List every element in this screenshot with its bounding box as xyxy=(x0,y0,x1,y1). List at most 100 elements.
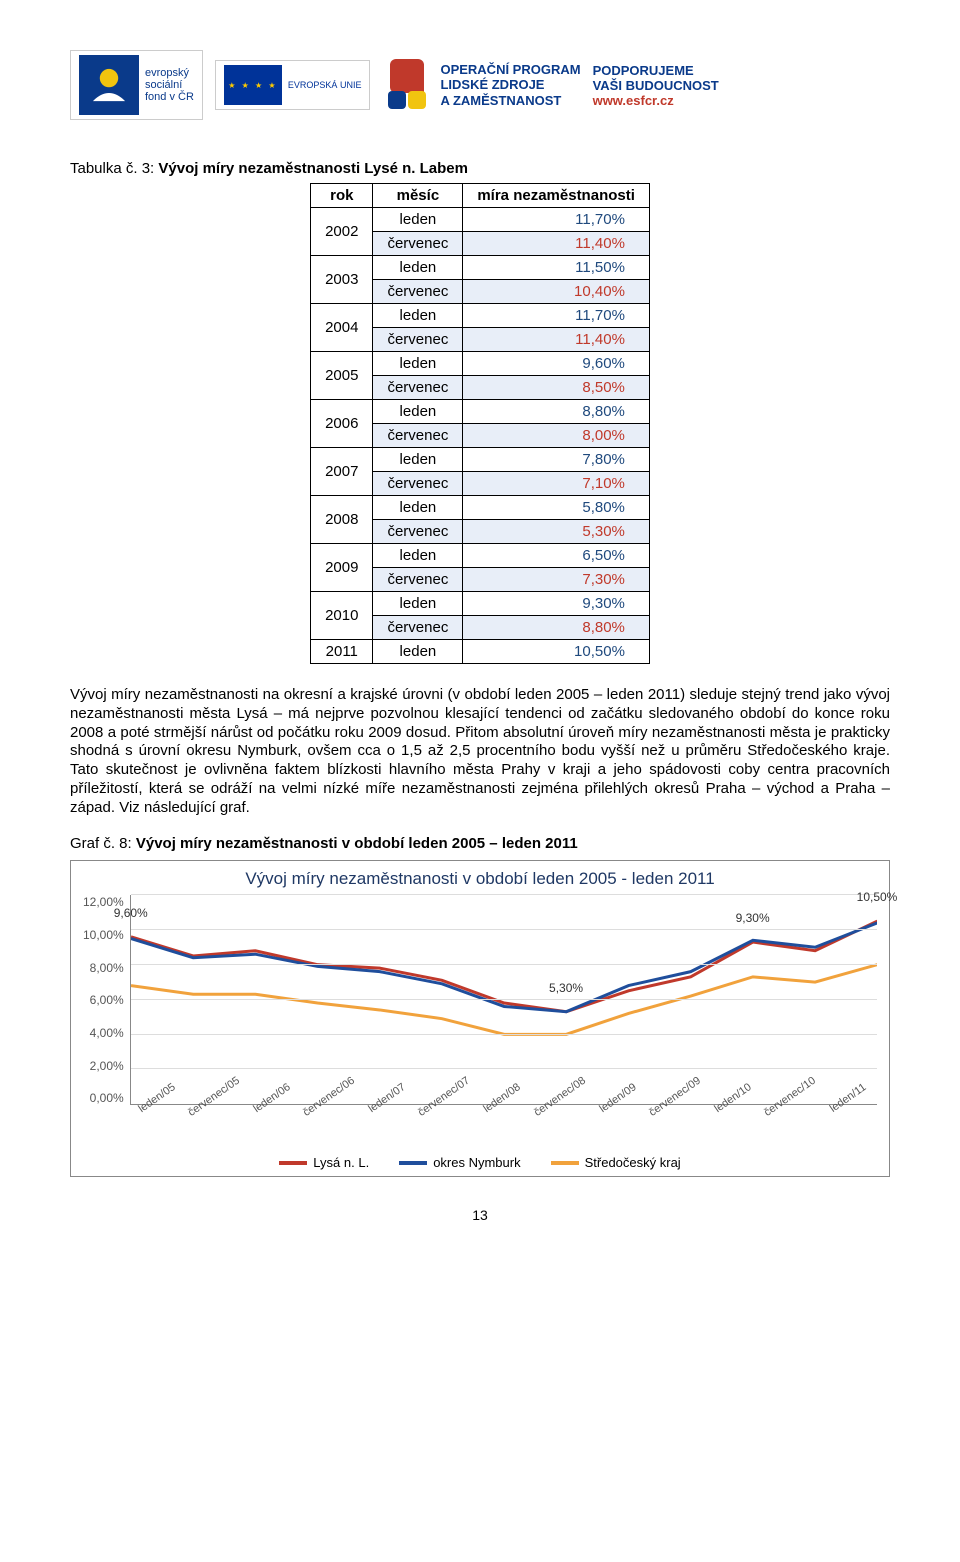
cell-value: 7,80% xyxy=(463,448,650,472)
cell-value: 10,40% xyxy=(463,280,650,304)
caption-bold: Vývoj míry nezaměstnanosti Lysé n. Labem xyxy=(158,160,468,177)
body-paragraph: Vývoj míry nezaměstnanosti na okresní a … xyxy=(70,686,890,817)
plot-area: 9,60%5,30%9,30%10,50% xyxy=(130,895,877,1105)
x-axis: leden/05červenec/05leden/06červenec/06le… xyxy=(131,1109,877,1151)
col-rate: míra nezaměstnanosti xyxy=(463,184,650,208)
cell-value: 5,80% xyxy=(463,496,650,520)
support-line: VAŠI BUDOUCNOST xyxy=(593,78,719,93)
legend-label: Středočeský kraj xyxy=(585,1155,681,1170)
cell-value: 11,40% xyxy=(463,232,650,256)
esf-logo: evropský sociální fond v ČR xyxy=(70,50,203,120)
cell-month: červenec xyxy=(373,424,463,448)
page-number: 13 xyxy=(70,1207,890,1223)
data-label: 10,50% xyxy=(857,891,898,905)
oplz-line: OPERAČNÍ PROGRAM xyxy=(440,62,580,78)
cell-value: 8,80% xyxy=(463,616,650,640)
cell-month: leden xyxy=(373,448,463,472)
cell-value: 6,50% xyxy=(463,544,650,568)
cell-year: 2003 xyxy=(311,256,373,304)
caption-bold: Vývoj míry nezaměstnanosti v období lede… xyxy=(136,835,578,852)
cell-month: leden xyxy=(373,496,463,520)
series-line xyxy=(131,965,877,1035)
caption-prefix: Graf č. 8: xyxy=(70,835,136,852)
cell-year: 2011 xyxy=(311,640,373,664)
cell-month: červenec xyxy=(373,616,463,640)
cell-value: 9,60% xyxy=(463,352,650,376)
cell-value: 8,80% xyxy=(463,400,650,424)
support-url: www.esfcr.cz xyxy=(593,93,719,108)
data-label: 9,30% xyxy=(736,911,770,925)
legend-item: okres Nymburk xyxy=(399,1155,520,1170)
header-logos: evropský sociální fond v ČR EVROPSKÁ UNI… xyxy=(70,50,890,120)
data-label: 9,60% xyxy=(114,906,148,920)
table-caption: Tabulka č. 3: Vývoj míry nezaměstnanosti… xyxy=(70,160,890,177)
cell-value: 8,00% xyxy=(463,424,650,448)
cell-year: 2010 xyxy=(311,592,373,640)
cell-month: červenec xyxy=(373,280,463,304)
cell-value: 11,40% xyxy=(463,328,650,352)
cell-month: červenec xyxy=(373,520,463,544)
cell-month: leden xyxy=(373,208,463,232)
chart-area: 12,00%10,00%8,00%6,00%4,00%2,00%0,00% 9,… xyxy=(83,895,877,1105)
oplz-text: OPERAČNÍ PROGRAM LIDSKÉ ZDROJE A ZAMĚSTN… xyxy=(440,62,580,109)
cell-month: červenec xyxy=(373,472,463,496)
cell-value: 11,50% xyxy=(463,256,650,280)
cell-value: 9,30% xyxy=(463,592,650,616)
y-tick: 4,00% xyxy=(83,1026,124,1040)
legend-item: Lysá n. L. xyxy=(279,1155,369,1170)
cell-month: červenec xyxy=(373,328,463,352)
oplz-line: A ZAMĚSTNANOST xyxy=(440,93,580,109)
cell-month: červenec xyxy=(373,568,463,592)
y-axis: 12,00%10,00%8,00%6,00%4,00%2,00%0,00% xyxy=(83,895,130,1105)
cell-month: červenec xyxy=(373,376,463,400)
oplz-icon xyxy=(382,55,432,115)
col-year: rok xyxy=(311,184,373,208)
cell-month: leden xyxy=(373,352,463,376)
esf-text: evropský sociální fond v ČR xyxy=(145,67,194,103)
col-month: měsíc xyxy=(373,184,463,208)
esf-line: evropský xyxy=(145,67,194,79)
cell-year: 2007 xyxy=(311,448,373,496)
cell-year: 2009 xyxy=(311,544,373,592)
cell-month: leden xyxy=(373,544,463,568)
cell-value: 11,70% xyxy=(463,208,650,232)
esf-line: sociální xyxy=(145,79,194,91)
cell-value: 8,50% xyxy=(463,376,650,400)
cell-month: leden xyxy=(373,640,463,664)
cell-month: leden xyxy=(373,304,463,328)
cell-year: 2004 xyxy=(311,304,373,352)
legend-swatch xyxy=(399,1161,427,1165)
chart-container: Vývoj míry nezaměstnanosti v období lede… xyxy=(70,860,890,1177)
legend-swatch xyxy=(551,1161,579,1165)
unemployment-table: rok měsíc míra nezaměstnanosti 2002leden… xyxy=(310,183,650,664)
eu-logo: EVROPSKÁ UNIE xyxy=(215,60,371,110)
cell-month: leden xyxy=(373,256,463,280)
legend: Lysá n. L. okres Nymburk Středočeský kraj xyxy=(83,1155,877,1170)
cell-year: 2008 xyxy=(311,496,373,544)
cell-year: 2005 xyxy=(311,352,373,400)
legend-swatch xyxy=(279,1161,307,1165)
legend-label: Lysá n. L. xyxy=(313,1155,369,1170)
legend-item: Středočeský kraj xyxy=(551,1155,681,1170)
cell-value: 10,50% xyxy=(463,640,650,664)
cell-value: 7,30% xyxy=(463,568,650,592)
cell-month: leden xyxy=(373,400,463,424)
cell-year: 2002 xyxy=(311,208,373,256)
caption-prefix: Tabulka č. 3: xyxy=(70,160,158,177)
oplz-logo: OPERAČNÍ PROGRAM LIDSKÉ ZDROJE A ZAMĚSTN… xyxy=(382,55,580,115)
cell-value: 7,10% xyxy=(463,472,650,496)
y-tick: 8,00% xyxy=(83,961,124,975)
support-line: PODPORUJEME xyxy=(593,63,719,78)
cell-value: 11,70% xyxy=(463,304,650,328)
legend-label: okres Nymburk xyxy=(433,1155,520,1170)
y-tick: 6,00% xyxy=(83,993,124,1007)
cell-month: leden xyxy=(373,592,463,616)
cell-year: 2006 xyxy=(311,400,373,448)
y-tick: 2,00% xyxy=(83,1059,124,1073)
y-tick: 0,00% xyxy=(83,1091,124,1105)
eu-flag-icon xyxy=(224,65,282,105)
chart-caption: Graf č. 8: Vývoj míry nezaměstnanosti v … xyxy=(70,835,890,852)
cell-value: 5,30% xyxy=(463,520,650,544)
y-tick: 10,00% xyxy=(83,928,124,942)
oplz-line: LIDSKÉ ZDROJE xyxy=(440,77,580,93)
